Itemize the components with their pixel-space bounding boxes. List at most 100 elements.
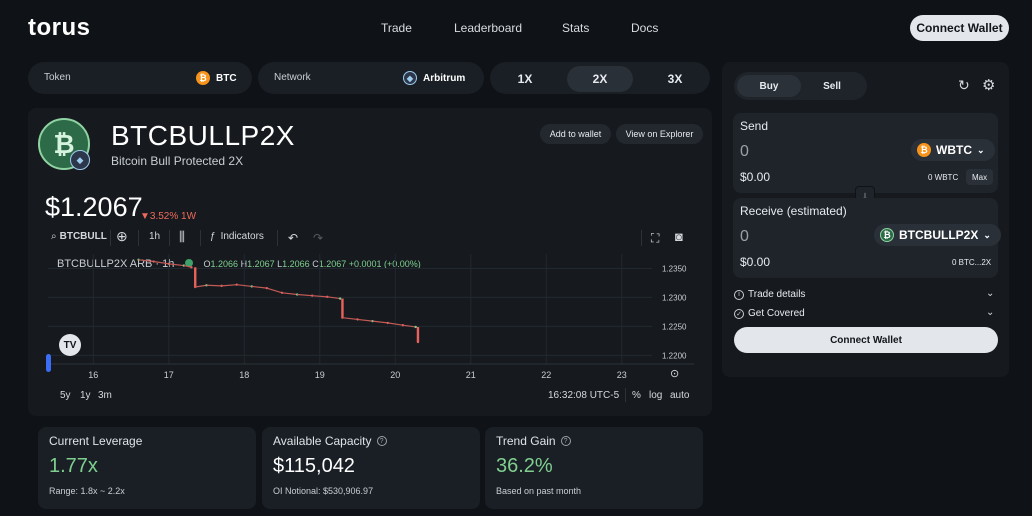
tradingview-logo-icon[interactable]: TV: [59, 334, 81, 356]
receive-usd: $0.00: [740, 255, 771, 269]
leverage-1x[interactable]: 1X: [517, 72, 533, 86]
torus-logo[interactable]: torus: [28, 14, 91, 41]
y-tick-label: 1.2200: [662, 351, 687, 360]
chart-time: 16:32:08 UTC-5: [548, 390, 620, 401]
fullscreen-icon[interactable]: ⛶: [651, 231, 660, 245]
add-to-wallet-button[interactable]: Add to wallet: [540, 124, 611, 144]
wbtc-icon: ₿: [917, 143, 931, 157]
x-tick-label: 22: [541, 370, 551, 380]
view-on-explorer-button[interactable]: View on Explorer: [616, 124, 703, 144]
range-1y[interactable]: 1y: [80, 390, 91, 401]
x-tick-label: 20: [390, 370, 400, 380]
help-icon[interactable]: ?: [376, 436, 387, 446]
nav-trade[interactable]: Trade: [381, 21, 412, 35]
token-value: BTC: [216, 72, 237, 84]
percent-toggle[interactable]: %: [632, 390, 641, 401]
y-tick-label: 1.2350: [662, 264, 687, 273]
get-covered-label: Get Covered: [748, 308, 805, 319]
interval-button[interactable]: 1h: [149, 231, 161, 242]
x-tick-label: 19: [315, 370, 325, 380]
price-segment: [402, 324, 416, 328]
trade-details-label: Trade details: [748, 289, 806, 300]
leverage-3x[interactable]: 3X: [667, 72, 683, 86]
price-segment: [153, 260, 169, 265]
indicators-icon: ƒ: [210, 231, 216, 242]
receive-amount-input[interactable]: 0: [740, 228, 749, 245]
tab-sell[interactable]: Sell: [823, 80, 841, 92]
token-price: $1.2067: [45, 192, 143, 222]
send-token: WBTC: [936, 143, 972, 157]
candle-point: [414, 325, 417, 329]
token-subtitle: Bitcoin Bull Protected 2X: [111, 154, 244, 168]
connect-wallet-button-header[interactable]: Connect Wallet: [910, 15, 1009, 41]
settings-gear-icon[interactable]: ⚙: [982, 77, 996, 94]
token-label: Token: [44, 72, 71, 83]
price-segment: [251, 285, 268, 289]
candle-point: [338, 297, 342, 300]
chevron-down-icon[interactable]: ⌄: [986, 307, 995, 318]
trade-details-row[interactable]: i Trade details: [734, 289, 805, 300]
leverage-2x[interactable]: 2X: [567, 66, 633, 92]
indicators-label: Indicators: [220, 231, 264, 242]
token-selector[interactable]: Token ₿ BTC: [28, 62, 252, 94]
info-icon: i: [734, 289, 744, 300]
card-sub: Range: 1.8x ~ 2.2x: [49, 486, 125, 496]
arbitrum-badge-icon: ◆: [70, 150, 90, 170]
toolbar-divider: [625, 388, 626, 402]
get-covered-row[interactable]: ✓ Get Covered: [734, 308, 805, 319]
symbol-search[interactable]: ⌕ BTCBULL: [51, 231, 107, 242]
status-dot-icon: [185, 259, 194, 267]
tab-buy[interactable]: Buy: [737, 75, 801, 97]
candle-bar: [341, 298, 344, 318]
available-capacity-card: Available Capacity? $115,042 OI Notional…: [262, 427, 480, 509]
send-token-select[interactable]: ₿ WBTC ⌄: [911, 139, 995, 161]
refresh-icon[interactable]: ↻: [958, 77, 970, 93]
receive-token: BTCBULLP2X: [899, 228, 979, 242]
add-symbol-icon[interactable]: ⊕: [116, 228, 128, 244]
price-segment: [195, 284, 207, 288]
card-title: Trend Gain: [496, 434, 556, 448]
redo-icon[interactable]: ↷: [313, 231, 324, 245]
arbitrum-icon: ◆: [403, 71, 417, 85]
max-button[interactable]: Max: [966, 169, 994, 185]
search-icon: ⌕: [51, 231, 57, 242]
toolbar-divider: [277, 230, 278, 246]
range-3m[interactable]: 3m: [98, 390, 112, 401]
btcbull-icon: ₿: [880, 228, 894, 242]
price-segment: [342, 317, 358, 321]
toolbar-divider: [169, 230, 170, 246]
y-tick-label: 1.2300: [662, 293, 687, 302]
receive-token-select[interactable]: ₿ BTCBULLP2X ⌄: [874, 224, 1001, 246]
token-panel: [28, 108, 712, 416]
nav-docs[interactable]: Docs: [631, 21, 659, 35]
indicators-button[interactable]: ƒ Indicators: [210, 231, 264, 242]
range-5y[interactable]: 5y: [60, 390, 71, 401]
receive-balance: 0 BTC...2X: [952, 258, 992, 267]
ohlc-open: 1.2066: [210, 259, 239, 269]
price-chart[interactable]: 16 17 18 19 20 21 22 23 1.2350 1.2300 1.2250 1.2200: [48, 252, 694, 384]
candles-icon[interactable]: ⫼: [179, 229, 185, 244]
send-amount-input[interactable]: 0: [740, 143, 749, 160]
connect-wallet-button[interactable]: Connect Wallet: [734, 327, 998, 353]
log-toggle[interactable]: log: [649, 390, 663, 401]
receive-label: Receive (estimated): [740, 204, 847, 218]
chevron-down-icon[interactable]: ⌄: [986, 288, 995, 299]
auto-toggle[interactable]: auto: [670, 390, 690, 401]
card-sub: OI Notional: $530,906.97: [273, 486, 374, 496]
camera-icon[interactable]: ◙: [675, 229, 683, 244]
nav-leaderboard[interactable]: Leaderboard: [454, 21, 523, 35]
candle-bar: [194, 267, 197, 287]
toolbar-divider: [641, 230, 642, 246]
send-label: Send: [740, 119, 769, 133]
chart-settings-icon[interactable]: ⊙: [670, 368, 680, 380]
help-icon[interactable]: ?: [560, 436, 571, 446]
undo-icon[interactable]: ↶: [288, 231, 299, 245]
card-value: 36.2%: [496, 455, 553, 477]
symbol-label: BTCBULL: [59, 231, 107, 242]
scroll-handle[interactable]: [46, 354, 51, 372]
y-tick-label: 1.2250: [662, 322, 687, 331]
nav-stats[interactable]: Stats: [562, 21, 590, 35]
network-selector[interactable]: Network ◆ Arbitrum: [258, 62, 484, 94]
price-segment: [206, 284, 222, 287]
price-segment: [297, 293, 313, 297]
